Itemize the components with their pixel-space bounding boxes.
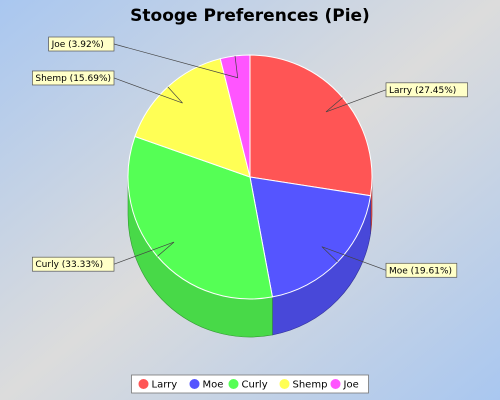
pie-leader-line bbox=[113, 77, 183, 104]
pie-leader-line bbox=[113, 43, 239, 79]
chart-title: Stooge Preferences (Pie) bbox=[130, 6, 370, 26]
legend-item-larry: Larry bbox=[138, 379, 178, 391]
pie-label-box bbox=[48, 36, 115, 52]
legend-item-moe: Moe bbox=[189, 379, 224, 391]
legend-item-shemp: Shemp bbox=[279, 379, 328, 391]
pie-label-larry: Larry (27.45%) bbox=[325, 82, 468, 113]
legend-swatch bbox=[279, 379, 290, 389]
pie-label-box bbox=[32, 70, 115, 86]
pie-label-text: Moe (19.61%) bbox=[389, 266, 452, 276]
pie-label-box bbox=[32, 256, 115, 272]
legend-swatch bbox=[189, 379, 200, 389]
pie-label-curly: Curly (33.33%) bbox=[32, 241, 175, 272]
pie-label-box bbox=[385, 82, 468, 98]
pie-leader-line bbox=[325, 89, 387, 113]
legend-item-joe: Joe bbox=[330, 379, 359, 391]
pie-label-text: Shemp (15.69%) bbox=[35, 74, 111, 84]
pie-leader-line bbox=[113, 241, 175, 265]
label-layer: Larry (27.45%) Moe (19.61%) Curly (33.33%)… bbox=[32, 36, 468, 278]
pie-label-text: Curly (33.33%) bbox=[35, 260, 103, 270]
legend-label: Curly bbox=[242, 380, 268, 391]
pie-slice-joe bbox=[219, 54, 251, 178]
legend-swatch bbox=[228, 379, 239, 389]
legend-swatch bbox=[138, 379, 149, 389]
pie-label-moe: Moe (19.61%) bbox=[321, 246, 458, 278]
pie-label-text: Joe (3.92%) bbox=[51, 40, 104, 50]
pie-label-text: Larry (27.45%) bbox=[389, 86, 456, 96]
legend-swatch bbox=[330, 379, 341, 389]
legend: Larry Moe Curly Shemp Joe bbox=[131, 374, 369, 394]
pie-label-shemp: Shemp (15.69%) bbox=[32, 70, 183, 104]
legend-label: Moe bbox=[203, 380, 224, 391]
legend-label: Joe bbox=[343, 380, 359, 391]
legend-label: Shemp bbox=[293, 380, 328, 391]
legend-item-curly: Curly bbox=[228, 379, 268, 391]
pie-leader-line bbox=[321, 246, 387, 271]
pie-label-box bbox=[385, 262, 458, 278]
legend-label: Larry bbox=[152, 380, 178, 391]
pie-label-joe: Joe (3.92%) bbox=[48, 36, 239, 79]
legend-box bbox=[131, 374, 369, 394]
pie-layer bbox=[127, 54, 373, 338]
